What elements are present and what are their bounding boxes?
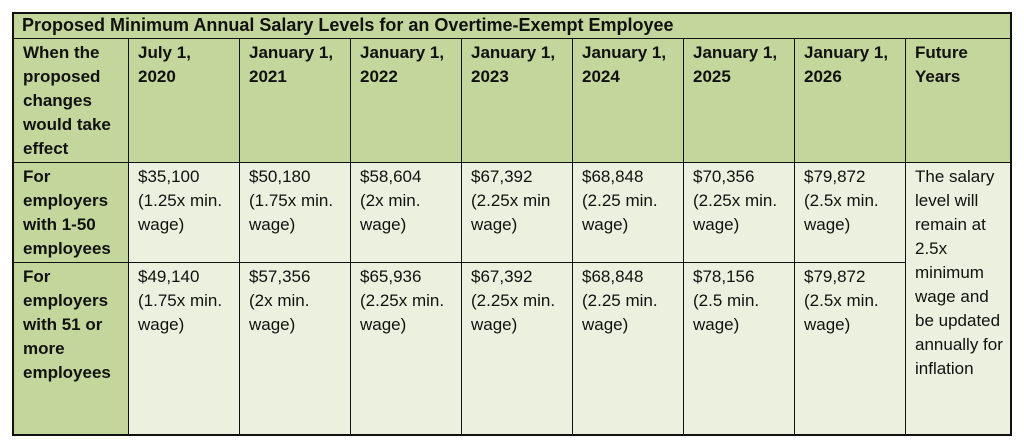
cell-amount: $35,100 <box>138 167 200 186</box>
cell-note: (2.25x min wage) <box>471 191 551 234</box>
cell-amount: $67,392 <box>471 267 533 286</box>
cell-note: (2.25 min. wage) <box>582 291 658 334</box>
table-title: Proposed Minimum Annual Salary Levels fo… <box>12 12 1012 39</box>
cell-note: (2x min. wage) <box>249 291 310 334</box>
header-future: Future Years <box>906 39 1010 163</box>
cell-note: (2.25x min. wage) <box>360 291 445 334</box>
cell-note: (1.75x min. wage) <box>138 291 223 334</box>
table-cell: $65,936 (2.25x min. wage) <box>351 263 462 434</box>
header-when-text: When the proposed changes would take eff… <box>23 43 111 158</box>
cell-amount: $58,604 <box>360 167 422 186</box>
cell-amount: $70,356 <box>693 167 755 186</box>
table-cell: $67,392 (2.25x min. wage) <box>462 263 573 434</box>
cell-note: (2.5x min. wage) <box>804 291 879 334</box>
header-col-7-text: January 1, 2026 <box>804 43 889 86</box>
table-cell: $49,140 (1.75x min. wage) <box>129 263 240 434</box>
cell-note: (1.75x min. wage) <box>249 191 334 234</box>
header-col-4-text: January 1, 2023 <box>471 43 556 86</box>
cell-amount: $78,156 <box>693 267 755 286</box>
cell-amount: $79,872 <box>804 167 866 186</box>
header-col-5-text: January 1, 2024 <box>582 43 667 86</box>
table-cell: $68,848 (2.25 min. wage) <box>573 263 684 434</box>
table-cell: $35,100 (1.25x min. wage) <box>129 163 240 263</box>
cell-amount: $68,848 <box>582 267 644 286</box>
cell-amount: $57,356 <box>249 267 311 286</box>
header-col-7: January 1, 2026 <box>795 39 906 163</box>
cell-amount: $79,872 <box>804 267 866 286</box>
table-cell: $78,156 (2.5 min. wage) <box>684 263 795 434</box>
header-col-6-text: January 1, 2025 <box>693 43 778 86</box>
cell-note: (2.25 min. wage) <box>582 191 658 234</box>
header-when: When the proposed changes would take eff… <box>14 39 129 163</box>
table-cell: $57,356 (2x min. wage) <box>240 263 351 434</box>
cell-note: (2.5 min. wage) <box>693 291 760 334</box>
header-col-4: January 1, 2023 <box>462 39 573 163</box>
table-cell: $70,356 (2.25x min. wage) <box>684 163 795 263</box>
header-col-6: January 1, 2025 <box>684 39 795 163</box>
table-cell: $58,604 (2x min. wage) <box>351 163 462 263</box>
table-cell: $68,848 (2.25 min. wage) <box>573 163 684 263</box>
header-future-text: Future Years <box>915 43 968 86</box>
header-col-3: January 1, 2022 <box>351 39 462 163</box>
row-label-small-employers-text: For employers with 1-50 employees <box>23 167 111 258</box>
header-col-2-text: January 1, 2021 <box>249 43 334 86</box>
table-cell: $79,872 (2.5x min. wage) <box>795 163 906 263</box>
header-col-3-text: January 1, 2022 <box>360 43 445 86</box>
row-label-large-employers-text: For employers with 51 or more employees <box>23 267 111 382</box>
table-cell: $79,872 (2.5x min. wage) <box>795 263 906 434</box>
cell-note: (2.5x min. wage) <box>804 191 879 234</box>
cell-amount: $49,140 <box>138 267 200 286</box>
cell-amount: $67,392 <box>471 167 533 186</box>
row-label-small-employers: For employers with 1-50 employees <box>14 163 129 263</box>
cell-amount: $50,180 <box>249 167 311 186</box>
future-years-note-text: The salary level will remain at 2.5x min… <box>915 167 1003 378</box>
cell-note: (2.25x min. wage) <box>471 291 556 334</box>
cell-amount: $65,936 <box>360 267 422 286</box>
table-cell: $67,392 (2.25x min wage) <box>462 163 573 263</box>
header-col-2: January 1, 2021 <box>240 39 351 163</box>
cell-note: (2x min. wage) <box>360 191 421 234</box>
header-col-1: July 1, 2020 <box>129 39 240 163</box>
row-label-large-employers: For employers with 51 or more employees <box>14 263 129 434</box>
cell-note: (2.25x min. wage) <box>693 191 778 234</box>
table-cell: $50,180 (1.75x min. wage) <box>240 163 351 263</box>
cell-note: (1.25x min. wage) <box>138 191 223 234</box>
future-years-note: The salary level will remain at 2.5x min… <box>906 163 1010 434</box>
header-col-5: January 1, 2024 <box>573 39 684 163</box>
cell-amount: $68,848 <box>582 167 644 186</box>
header-col-1-text: July 1, 2020 <box>138 43 191 86</box>
